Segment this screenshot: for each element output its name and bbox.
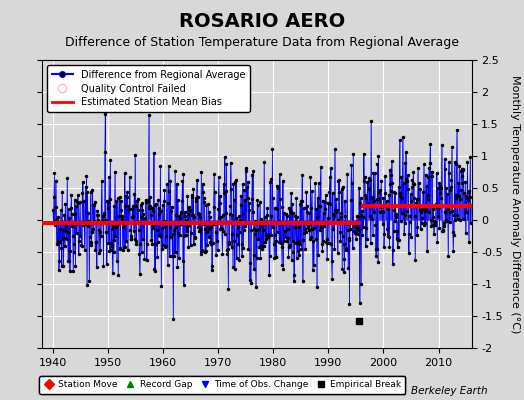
Text: ROSARIO AERO: ROSARIO AERO (179, 12, 345, 31)
Legend: Station Move, Record Gap, Time of Obs. Change, Empirical Break: Station Move, Record Gap, Time of Obs. C… (39, 376, 406, 394)
Y-axis label: Monthly Temperature Anomaly Difference (°C): Monthly Temperature Anomaly Difference (… (510, 75, 520, 333)
Text: Difference of Station Temperature Data from Regional Average: Difference of Station Temperature Data f… (65, 36, 459, 49)
Text: Berkeley Earth: Berkeley Earth (411, 386, 487, 396)
